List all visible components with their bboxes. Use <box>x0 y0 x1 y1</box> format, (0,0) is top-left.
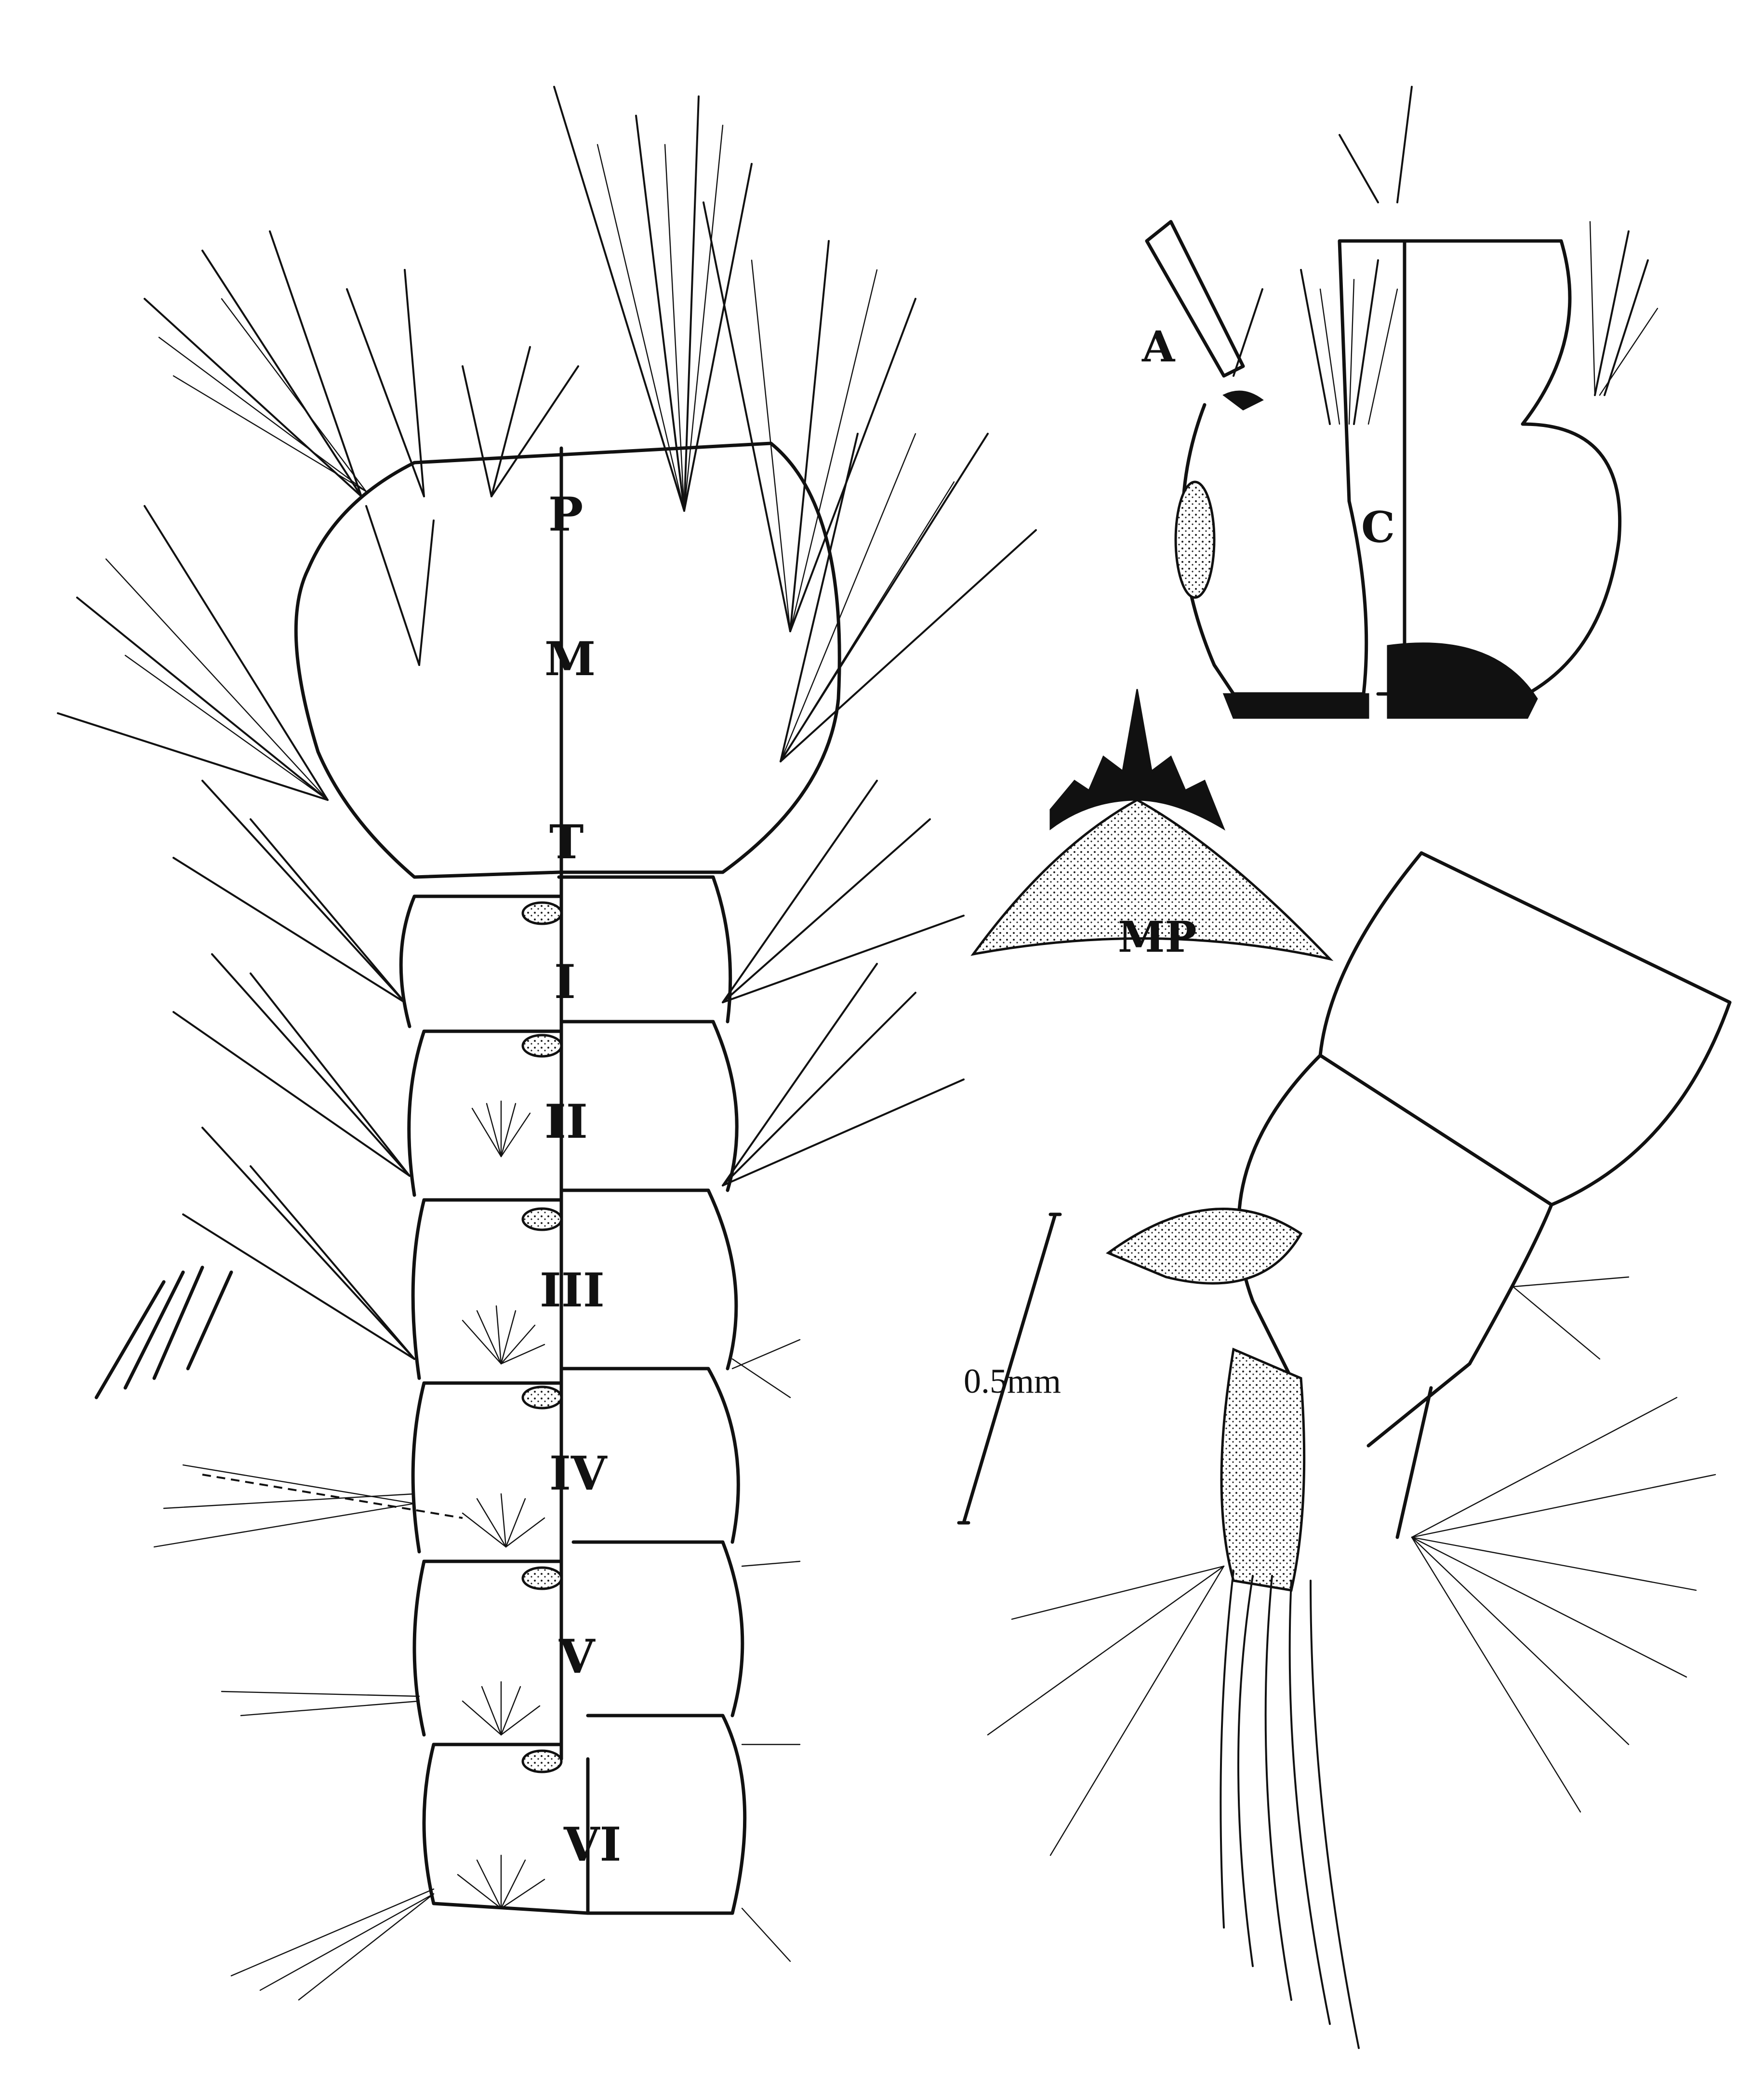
prothorax-label: P <box>548 487 584 542</box>
terminal-segments <box>957 851 1732 2049</box>
mentum-label: MP <box>1118 912 1197 962</box>
mesothorax-label: M <box>544 632 596 686</box>
larva-head <box>1145 86 1658 719</box>
clypeus-label: C <box>1361 502 1395 552</box>
antenna-label: A <box>1142 321 1175 372</box>
segment-label-6: VI <box>564 1817 622 1872</box>
metathorax-label: T <box>549 815 584 869</box>
mentum <box>970 689 1334 961</box>
segment-label-2: II <box>544 1094 588 1149</box>
larva-body <box>57 86 1037 2001</box>
segment-label-3: III <box>540 1263 605 1318</box>
segment-label-4: IV <box>549 1446 607 1501</box>
segment-label-5: V <box>559 1629 595 1684</box>
segment-label-1: I <box>554 955 576 1009</box>
scale-bar-label: 0.5mm <box>964 1362 1061 1400</box>
